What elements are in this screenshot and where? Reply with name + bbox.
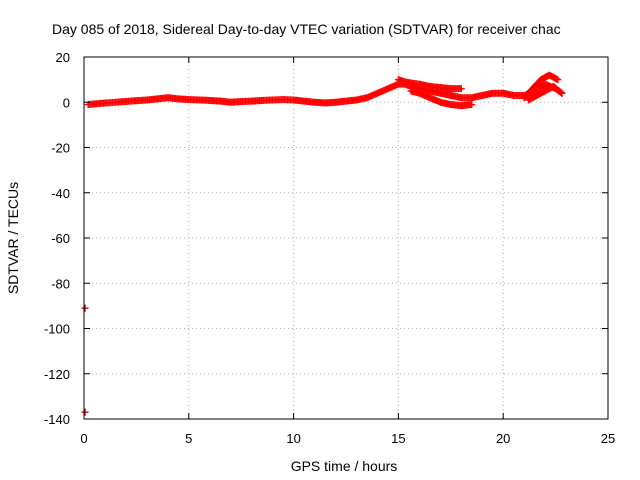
data-layer bbox=[81, 71, 566, 416]
y-tick-label: -60 bbox=[51, 231, 70, 246]
x-tick-label: 5 bbox=[185, 431, 192, 446]
y-tick-label: 20 bbox=[56, 50, 70, 65]
y-tick-label: 0 bbox=[63, 95, 70, 110]
x-tick-label: 0 bbox=[80, 431, 87, 446]
data-point bbox=[468, 101, 476, 109]
data-point bbox=[554, 76, 562, 84]
data-point bbox=[558, 89, 566, 97]
y-tick-label: -120 bbox=[44, 367, 70, 382]
x-axis-label: GPS time / hours bbox=[291, 458, 398, 474]
data-series-4 bbox=[524, 82, 566, 104]
data-series-2 bbox=[407, 87, 476, 110]
data-series-5 bbox=[81, 304, 89, 416]
x-tick-label: 20 bbox=[496, 431, 510, 446]
data-point bbox=[81, 304, 89, 312]
y-axis-label: SDTVAR / TECUs bbox=[5, 182, 21, 294]
tick-layer: 0 5 10 15 20 25 20 0 -20 -40 -60 -80 -100 -120 -140 bbox=[44, 50, 615, 446]
y-tick-label: -100 bbox=[44, 322, 70, 337]
y-tick-label: -80 bbox=[51, 276, 70, 291]
y-tick-label: -20 bbox=[51, 141, 70, 156]
y-tick-label: -140 bbox=[44, 412, 70, 427]
data-point bbox=[457, 85, 465, 93]
chart-title: Day 085 of 2018, Sidereal Day-to-day VTE… bbox=[52, 21, 561, 37]
data-point bbox=[557, 88, 565, 96]
data-series-3 bbox=[520, 71, 562, 102]
data-series-0 bbox=[84, 80, 566, 109]
data-series-1 bbox=[394, 76, 465, 93]
x-tick-label: 15 bbox=[391, 431, 405, 446]
grid-layer bbox=[84, 57, 608, 419]
data-point bbox=[81, 408, 89, 416]
x-tick-label: 10 bbox=[286, 431, 300, 446]
x-tick-label: 25 bbox=[601, 431, 615, 446]
y-tick-label: -40 bbox=[51, 186, 70, 201]
